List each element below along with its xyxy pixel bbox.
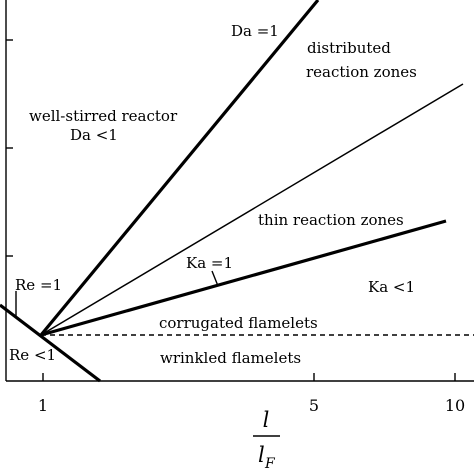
reaction-zones-label: reaction zones xyxy=(306,63,417,81)
distributed-thin-boundary-line xyxy=(40,83,464,336)
ka-label-leader xyxy=(211,270,219,287)
well-stirred-label: well-stirred reactor xyxy=(29,107,178,125)
distributed-label: distributed xyxy=(307,39,391,57)
re-less-label: Re <1 xyxy=(9,346,56,364)
x-tick-label-1: 1 xyxy=(38,396,48,415)
ka-label: Ka =1 xyxy=(186,254,233,272)
ka-boundary-line xyxy=(40,219,447,337)
x-axis-label-numerator: l xyxy=(263,408,270,432)
re-label: Re =1 xyxy=(15,276,62,294)
da-boundary-line xyxy=(39,0,320,337)
da-label: Da =1 xyxy=(231,22,279,40)
corrugated-label: corrugated flamelets xyxy=(159,314,318,332)
ka-less-label: Ka <1 xyxy=(368,278,415,296)
x-axis-label-denominator: l xyxy=(258,443,265,467)
re-boundary-line xyxy=(0,303,101,383)
x-tick-label-5: 5 xyxy=(309,396,319,415)
x-axis-label-subscript: F xyxy=(264,456,276,472)
x-tick-label-10: 10 xyxy=(445,396,465,415)
wrinkled-label: wrinkled flamelets xyxy=(160,349,301,367)
thin-reaction-label: thin reaction zones xyxy=(258,211,404,229)
da-less-label: Da <1 xyxy=(70,126,118,144)
